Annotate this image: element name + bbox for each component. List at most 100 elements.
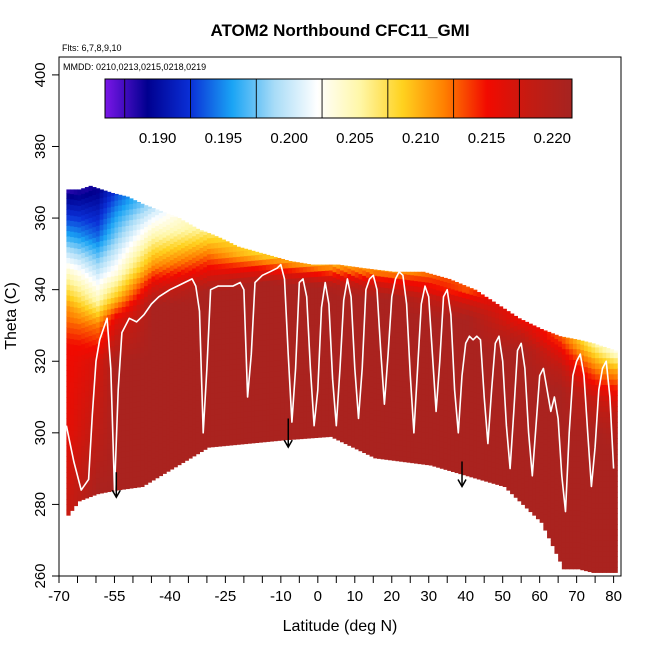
heatmap-cell bbox=[162, 462, 167, 469]
heatmap-cell bbox=[195, 287, 200, 294]
heatmap-cell bbox=[155, 381, 160, 387]
heatmap-cell bbox=[254, 399, 260, 406]
heatmap-cell bbox=[73, 290, 78, 297]
heatmap-cell bbox=[203, 422, 208, 429]
heatmap-cell bbox=[199, 231, 204, 238]
heatmap-cell bbox=[284, 423, 289, 430]
heatmap-cell bbox=[147, 423, 152, 429]
heatmap-cell bbox=[229, 423, 234, 430]
heatmap-cell bbox=[99, 197, 104, 204]
heatmap-cell bbox=[206, 414, 212, 421]
heatmap-cell bbox=[469, 358, 474, 365]
heatmap-cell bbox=[273, 290, 278, 297]
heatmap-cell bbox=[425, 367, 430, 374]
heatmap-cell bbox=[199, 446, 204, 453]
heatmap-cell bbox=[129, 257, 134, 264]
heatmap-cell bbox=[462, 329, 467, 336]
heatmap-cell bbox=[110, 404, 115, 411]
heatmap-cell bbox=[177, 378, 182, 385]
heatmap-cell bbox=[84, 385, 90, 392]
heatmap-cell bbox=[506, 339, 511, 346]
heatmap-cell bbox=[269, 435, 274, 442]
heatmap-cell bbox=[425, 373, 430, 380]
heatmap-cell bbox=[173, 219, 178, 226]
heatmap-cell bbox=[476, 403, 481, 410]
heatmap-cell bbox=[195, 442, 200, 449]
heatmap-cell bbox=[406, 279, 411, 286]
heatmap-cell bbox=[399, 391, 404, 398]
heatmap-cell bbox=[332, 309, 337, 316]
heatmap-cell bbox=[295, 358, 300, 365]
heatmap-cell bbox=[88, 254, 93, 261]
heatmap-cell bbox=[162, 457, 167, 464]
heatmap-cell bbox=[384, 319, 389, 326]
heatmap-cell bbox=[491, 408, 496, 414]
heatmap-cell bbox=[240, 433, 245, 440]
heatmap-cell bbox=[273, 354, 278, 361]
heatmap-cell bbox=[84, 353, 90, 359]
heatmap-cell bbox=[513, 470, 518, 477]
heatmap-cell bbox=[469, 455, 474, 462]
heatmap-cell bbox=[125, 408, 130, 414]
heatmap-cell bbox=[465, 373, 470, 380]
heatmap-cell bbox=[395, 407, 400, 413]
heatmap-cell bbox=[280, 300, 286, 307]
heatmap-cell bbox=[140, 228, 145, 235]
heatmap-cell bbox=[510, 386, 515, 393]
heatmap-cell bbox=[203, 266, 208, 273]
heatmap-cell bbox=[88, 211, 93, 218]
heatmap-cell bbox=[136, 336, 141, 343]
heatmap-cell bbox=[428, 422, 433, 428]
heatmap-cell bbox=[450, 407, 456, 413]
heatmap-cell bbox=[144, 226, 149, 233]
heatmap-cell bbox=[121, 456, 127, 463]
heatmap-cell bbox=[362, 296, 367, 303]
heatmap-cell bbox=[417, 452, 422, 459]
heatmap-cell bbox=[513, 389, 518, 396]
heatmap-cell bbox=[421, 340, 426, 347]
heatmap-cell bbox=[232, 358, 237, 365]
heatmap-cell bbox=[291, 342, 297, 349]
heatmap-cell bbox=[340, 355, 345, 362]
heatmap-cell bbox=[473, 456, 478, 463]
heatmap-cell bbox=[158, 250, 164, 256]
heatmap-cell bbox=[181, 317, 186, 324]
heatmap-cell bbox=[236, 288, 241, 295]
heatmap-cell bbox=[84, 374, 90, 381]
heatmap-cell bbox=[73, 451, 78, 458]
heatmap-cell bbox=[95, 461, 101, 468]
heatmap-cell bbox=[465, 346, 470, 353]
heatmap-cell bbox=[151, 254, 156, 261]
heatmap-cell bbox=[487, 353, 493, 360]
heatmap-cell bbox=[439, 344, 445, 351]
heatmap-cell bbox=[280, 295, 286, 301]
heatmap-cell bbox=[95, 257, 101, 264]
heatmap-cell bbox=[373, 393, 378, 400]
heatmap-cell bbox=[258, 264, 263, 271]
heatmap-cell bbox=[310, 357, 315, 364]
heatmap-cell bbox=[417, 297, 422, 304]
heatmap-cell bbox=[340, 291, 345, 298]
heatmap-cell bbox=[181, 440, 186, 447]
heatmap-cell bbox=[473, 359, 478, 366]
heatmap-cell bbox=[162, 306, 167, 313]
heatmap-cell bbox=[347, 418, 352, 425]
heatmap-cell bbox=[121, 290, 127, 297]
heatmap-cell bbox=[487, 380, 493, 387]
heatmap-cell bbox=[118, 312, 123, 319]
heatmap-cell bbox=[362, 286, 367, 292]
heatmap-cell bbox=[254, 265, 260, 272]
heatmap-cell bbox=[158, 405, 164, 412]
heatmap-cell bbox=[388, 389, 393, 396]
heatmap-cell bbox=[192, 439, 197, 446]
heatmap-cell bbox=[487, 390, 493, 397]
heatmap-cell bbox=[247, 421, 252, 428]
heatmap-cell bbox=[310, 362, 315, 369]
heatmap-cell bbox=[192, 257, 197, 264]
heatmap-cell bbox=[144, 274, 149, 281]
heatmap-cell bbox=[217, 263, 223, 270]
heatmap-cell bbox=[177, 244, 182, 251]
heatmap-cell bbox=[314, 314, 319, 320]
heatmap-cell bbox=[144, 462, 149, 469]
heatmap-cell bbox=[214, 285, 219, 292]
